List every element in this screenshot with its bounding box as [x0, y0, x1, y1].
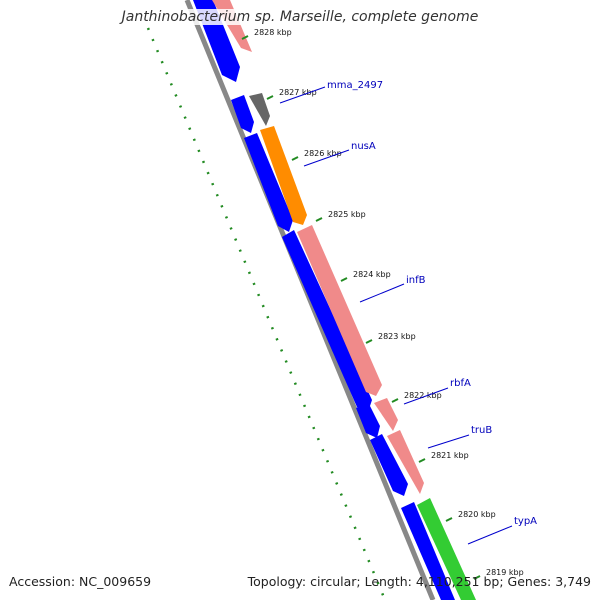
gene-labels: mma_2497 nusA infB rbfA truB typA [279, 80, 537, 545]
forward-cds[interactable] [374, 398, 398, 431]
scale-tick-label: 2824 kbp [353, 270, 391, 279]
gene-label-leader [359, 283, 405, 303]
gene-label-leader [467, 525, 513, 545]
scale-tick-label: 2822 kbp [404, 391, 442, 400]
reverse-cds[interactable] [231, 95, 254, 133]
scale-tick-mark [365, 339, 373, 344]
special-gene[interactable] [417, 498, 476, 600]
reverse-cds[interactable] [370, 434, 408, 496]
highlight-gene[interactable] [260, 126, 307, 225]
gene-label-mma_2497[interactable]: mma_2497 [327, 80, 383, 91]
forward-cds[interactable] [297, 225, 382, 396]
page-title: Janthinobacterium sp. Marseille, complet… [0, 9, 600, 25]
scale-tick-mark [266, 95, 274, 100]
reverse-cds[interactable] [356, 402, 380, 438]
scale-tick-mark [473, 575, 481, 580]
scale-tick-mark [315, 217, 323, 222]
accession-text: Accession: NC_009659 [9, 574, 152, 589]
gene-label-leader [303, 149, 350, 167]
scale-tick-mark [241, 35, 249, 40]
gene-label-trub[interactable]: truB [471, 425, 492, 436]
scale-tick-mark [391, 398, 399, 403]
gene-label-nusa[interactable]: nusA [351, 141, 376, 152]
gene-label-leader [279, 86, 326, 104]
gene-label-typa[interactable]: typA [514, 516, 537, 527]
reverse-cds[interactable] [282, 230, 372, 412]
scale-tick-mark [445, 517, 453, 522]
gene-label-leader [427, 434, 470, 449]
reverse-cds[interactable] [401, 502, 455, 600]
gene-label-leader [403, 387, 449, 405]
scale-tick-label: 2828 kbp [254, 28, 292, 37]
tick-marks: 2828 kbp 2827 kbp 2826 kbp 2825 kbp 2824 kbp… [241, 28, 524, 580]
scale-tick-mark [340, 277, 348, 282]
genome-summary-text: Topology: circular; Length: 4,110,251 bp… [247, 574, 591, 589]
gene-label-infb[interactable]: infB [406, 275, 426, 286]
gene-label-rbfa[interactable]: rbfA [450, 378, 471, 389]
scale-tick-label: 2820 kbp [458, 510, 496, 519]
scale-tick-label: 2821 kbp [431, 451, 469, 460]
scale-tick-label: 2827 kbp [279, 88, 317, 97]
scale-tick-label: 2823 kbp [378, 332, 416, 341]
scale-tick-label: 2819 kbp [486, 568, 524, 577]
scale-tick-label: 2825 kbp [328, 210, 366, 219]
rna-gene[interactable] [249, 93, 270, 126]
scale-tick-label: 2826 kbp [304, 149, 342, 158]
scale-tick-mark [291, 156, 299, 161]
forward-cds[interactable] [387, 430, 424, 494]
reverse-cds[interactable] [244, 133, 293, 232]
scale-tick-mark [418, 458, 426, 463]
